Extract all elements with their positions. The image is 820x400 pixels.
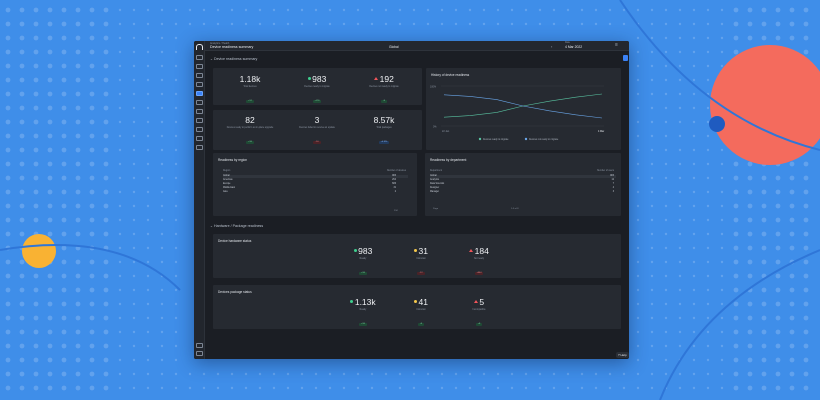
coral-circle — [710, 45, 820, 165]
legend-ready[interactable]: Devices ready to migrate — [483, 138, 509, 141]
flow-icon[interactable] — [196, 127, 203, 132]
metric-in-place-upgrade: 82 Devices ready to perform an in-place … — [226, 115, 274, 144]
warning-triangle-icon — [473, 300, 478, 304]
table-row[interactable]: Europe 686 — [223, 183, 396, 185]
hw-section-title[interactable]: ⌄ Hardware / Package readiness — [210, 224, 264, 228]
table-row[interactable]: Asia 2 — [223, 191, 396, 193]
region-table-header: Region Number of devices — [223, 170, 406, 172]
history-chart-card: History of device readiness 100% 0% 22 J… — [426, 68, 621, 150]
devices-icon[interactable] — [196, 73, 203, 78]
hardware-card: Device hardware status 983 Ready +18 31 … — [213, 234, 621, 278]
pagination-label[interactable]: Page — [433, 208, 439, 210]
green-status-icon — [350, 300, 354, 304]
menu-icon[interactable]: ≡ — [615, 42, 618, 48]
hw-not-ready: 184 Not ready +864 — [449, 247, 509, 278]
table-row[interactable]: Designer 4 — [430, 187, 614, 189]
app-window: Analytics / Health Device readiness summ… — [194, 41, 629, 359]
department-table-header: Department Number of users — [430, 170, 614, 172]
metric-total-devices: 1.18k Total devices +12 — [239, 74, 261, 103]
search-icon[interactable] — [196, 55, 203, 60]
navy-dot — [709, 116, 725, 132]
table-row[interactable]: Global 983 — [430, 175, 616, 179]
home-icon[interactable] — [196, 64, 203, 69]
legend-not-ready-swatch — [524, 137, 528, 141]
history-chart-title: History of device readiness — [431, 73, 470, 77]
region-total: 234 — [394, 210, 398, 212]
date-picker[interactable]: 4 Mar 2022 — [565, 45, 583, 49]
table-row[interactable]: Manager 3 — [430, 191, 614, 193]
series-line-0[interactable] — [443, 93, 603, 118]
gear-icon[interactable] — [196, 145, 203, 150]
green-status-icon — [307, 77, 311, 81]
yellow-circle — [22, 234, 56, 268]
y-tick-bottom: 0% — [433, 126, 437, 129]
analytics-icon[interactable] — [196, 91, 203, 96]
series-line-1[interactable] — [443, 94, 603, 119]
hw-unknown: 31 Unknown -12 — [391, 247, 451, 278]
settings-icon[interactable] — [196, 136, 203, 141]
user-icon[interactable] — [196, 351, 203, 356]
warning-triangle-icon — [374, 77, 379, 81]
department-card: Readiness by department Department Number… — [425, 153, 621, 216]
pkg-incompatible: 5 Incompatible +8 — [472, 297, 486, 326]
table-row[interactable]: Data Scientist 7 — [430, 183, 614, 185]
table-row[interactable]: Analytics 12 — [430, 179, 614, 181]
x-tick-end: 4 Mar — [598, 130, 604, 133]
pkg-unknown: 41 Unknown -8 — [391, 298, 451, 329]
green-status-icon — [353, 249, 357, 253]
history-chart[interactable]: 100% 0% 22 Jan 4 Mar Devices ready to mi… — [426, 68, 621, 150]
region-card: Readiness by region Region Number of devi… — [213, 153, 417, 216]
packages-title: Devices package status — [218, 290, 252, 294]
legend-ready-swatch — [478, 137, 482, 141]
metric-not-ready: 192 Devices not ready to migrate -9 — [369, 74, 399, 103]
hardware-title: Device hardware status — [218, 239, 252, 243]
department-title: Readiness by department — [430, 158, 467, 162]
department-table: Department Number of users Global 983 Anal… — [430, 170, 616, 210]
yellow-status-icon — [414, 249, 418, 253]
y-tick-top: 100% — [430, 86, 437, 89]
yellow-status-icon — [414, 300, 418, 304]
chat-icon[interactable] — [196, 343, 203, 348]
metric-ready: 983 Devices ready to migrate +176 — [304, 74, 330, 103]
remote-icon[interactable] — [196, 118, 203, 123]
help-button[interactable]: ? Help — [616, 352, 629, 358]
panel-toggle-icon[interactable] — [623, 55, 628, 61]
region-title: Readiness by region — [218, 158, 248, 162]
packages-card: Devices package status 1.13k Ready +18 4… — [213, 285, 621, 329]
warning-triangle-icon — [469, 249, 474, 253]
sidebar — [194, 41, 205, 359]
metric-failed-update: 3 Devices failed to receive an update -1… — [299, 115, 335, 144]
pkg-ready: 1.13k Ready +18 — [333, 298, 393, 329]
table-row[interactable]: Middle East 31 — [223, 187, 396, 189]
alerts-icon[interactable] — [196, 109, 203, 114]
topbar: Analytics / Health Device readiness summ… — [205, 41, 629, 51]
date-caption: Date — [565, 42, 570, 44]
apps-icon[interactable] — [196, 100, 203, 105]
hw-ready: 983 Ready +18 — [333, 247, 393, 278]
chevron-left-icon[interactable]: ‹ — [551, 44, 553, 49]
summary-section-title[interactable]: ⌄ Device readiness summary — [210, 57, 258, 61]
metric-total-packages: 8.57k Total packages +4.92k — [373, 115, 395, 144]
metrics-card-bottom: 82 Devices ready to perform an in-place … — [213, 110, 422, 150]
region-table: Region Number of devices Global 983 Americ… — [223, 170, 408, 210]
table-row[interactable]: Global 983 — [223, 175, 408, 179]
breadcrumb[interactable]: Analytics / Health — [210, 42, 230, 45]
pagination-info: 1-5 of 8 — [511, 208, 519, 210]
users-icon[interactable] — [196, 82, 203, 87]
x-tick-start: 22 Jan — [442, 130, 450, 133]
scope-selector[interactable]: Global — [389, 44, 399, 49]
page-title: Device readiness summary — [210, 45, 254, 49]
table-row[interactable]: Americas 264 — [223, 179, 396, 181]
logo-icon[interactable] — [196, 44, 203, 50]
legend-not-ready[interactable]: Devices not ready to migrate — [529, 138, 559, 141]
metrics-card-top: 1.18k Total devices +12 983 Devices read… — [213, 68, 422, 105]
